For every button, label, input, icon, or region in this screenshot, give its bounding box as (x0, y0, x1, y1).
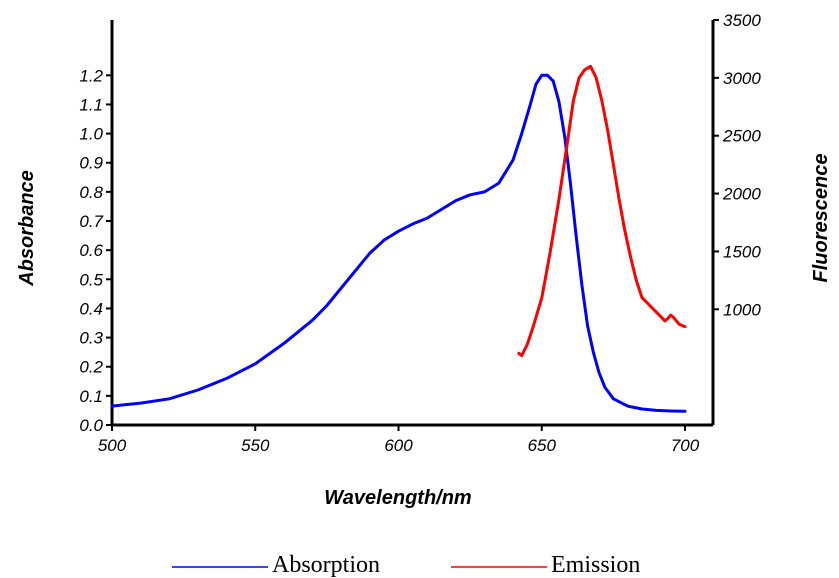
left-y-tick-label: 0.4 (79, 299, 103, 318)
axes (110, 20, 715, 427)
legend-absorption-label: Absorption (272, 552, 380, 578)
series-line-absorption (110, 73, 687, 413)
x-tick-label: 600 (384, 436, 413, 455)
right-y-tick-label: 3500 (723, 11, 761, 30)
right-y-tick-label: 1000 (723, 300, 761, 319)
right-y-tick-label: 3000 (723, 69, 761, 88)
left-y-tick-label: 1.2 (79, 66, 103, 85)
series-line-emission (517, 64, 687, 358)
left-y-tick-label: 0.2 (79, 358, 103, 377)
left-y-axis-title: Absorbance (16, 170, 38, 287)
x-tick-label: 700 (671, 436, 700, 455)
left-y-tick-label: 1.0 (79, 125, 103, 144)
legend: Absorption Emission (172, 552, 640, 578)
right-y-tick-label: 1500 (723, 242, 761, 261)
x-tick-label: 650 (528, 436, 557, 455)
left-y-tick-label: 0.9 (79, 154, 103, 173)
left-y-ticks: 0.0 0.1 0.2 0.3 0.4 0.5 0.6 0.7 0.8 0.9 1.0 1.1 1.2 (79, 66, 112, 435)
series-layer (110, 64, 687, 413)
x-axis-title: Wavelength/nm (324, 487, 471, 509)
left-y-tick-label: 0.3 (79, 329, 103, 348)
right-y-axis-title: Fluorescence (810, 154, 832, 283)
left-y-tick-label: 1.1 (79, 95, 103, 114)
right-y-ticks: 1000 1500 2000 2500 3000 3500 (713, 11, 761, 319)
right-y-tick-label: 2500 (722, 127, 761, 146)
left-y-tick-label: 0.5 (79, 270, 103, 289)
left-y-tick-label: 0.7 (79, 212, 103, 231)
left-y-tick-label: 0.1 (79, 387, 103, 406)
left-y-tick-label: 0.6 (79, 241, 103, 260)
left-y-tick-label: 0.0 (79, 416, 103, 435)
left-y-tick-label: 0.8 (79, 183, 103, 202)
x-ticks: 500 550 600 650 700 (98, 425, 700, 455)
x-tick-label: 550 (241, 436, 270, 455)
right-y-tick-label: 2000 (722, 185, 761, 204)
legend-emission-label: Emission (551, 552, 640, 578)
x-tick-label: 500 (98, 436, 127, 455)
